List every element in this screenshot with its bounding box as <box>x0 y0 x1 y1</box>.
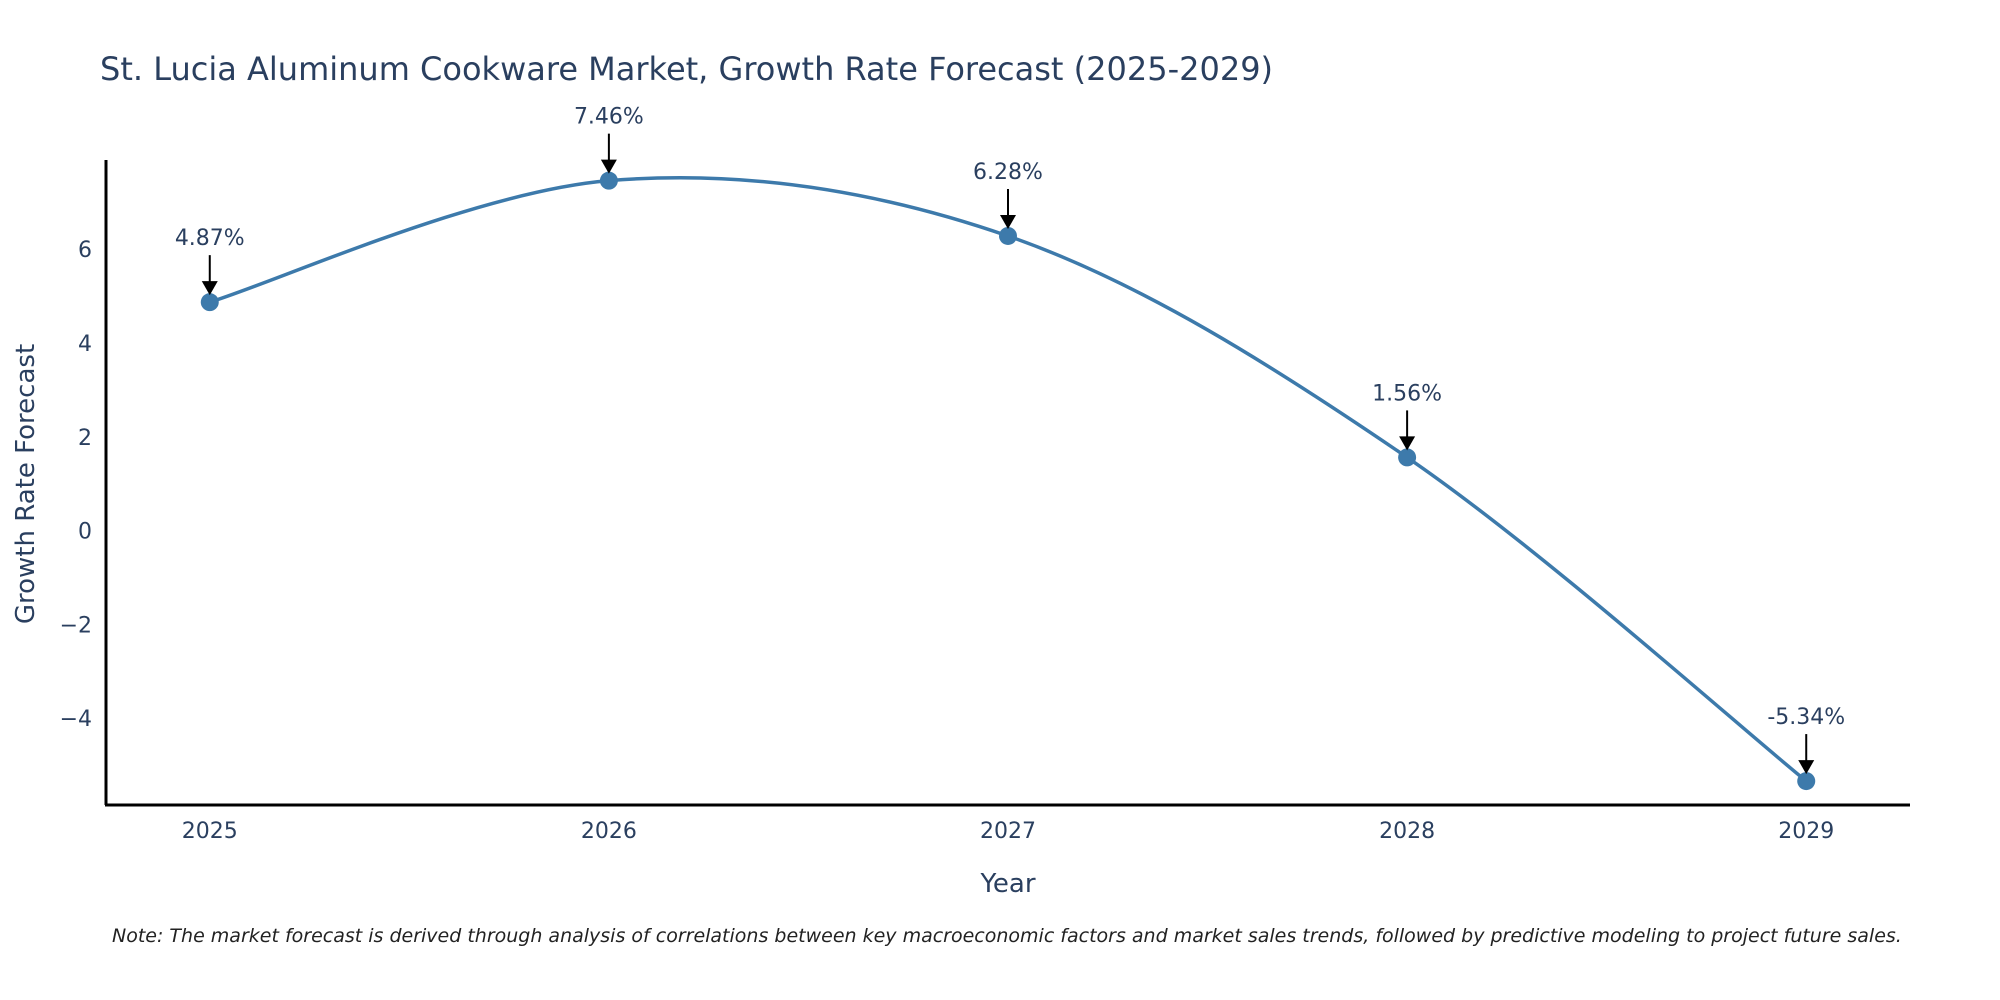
y-tick-label: 6 <box>78 238 92 263</box>
annotation-arrow-head <box>1798 760 1815 775</box>
annotation-arrow-head <box>1000 214 1016 229</box>
data-point <box>200 293 219 312</box>
data-labels: 4.87% 7.46% 6.28% 1.56% -5.34% <box>175 105 1845 775</box>
x-tick-labels: 2025 2026 2027 2028 2029 <box>182 819 1834 844</box>
x-tick-label: 2029 <box>1778 819 1834 844</box>
annotation-arrow-head <box>201 281 218 296</box>
y-tick-label: −2 <box>60 613 92 638</box>
series-markers <box>200 171 1816 791</box>
data-point <box>1398 448 1417 467</box>
annotation-arrow-head <box>600 159 617 174</box>
annotation-arrow-head <box>1399 436 1416 451</box>
series-line <box>209 175 1808 783</box>
data-label: 7.46% <box>574 105 644 130</box>
y-tick-label: 0 <box>78 520 92 545</box>
y-axis-title: Growth Rate Forecast <box>11 344 41 624</box>
y-tick-label: 4 <box>78 332 92 357</box>
data-label: 4.87% <box>175 226 245 251</box>
y-tick-label: 2 <box>78 426 92 451</box>
y-tick-label: −4 <box>60 707 92 732</box>
data-point <box>599 171 618 190</box>
x-tick-label: 2026 <box>581 819 637 844</box>
chart-title: St. Lucia Aluminum Cookware Market, Grow… <box>100 50 1273 88</box>
forecast-note: Note: The market forecast is derived thr… <box>112 925 1902 947</box>
data-label: 1.56% <box>1372 381 1442 406</box>
data-point <box>1797 772 1816 791</box>
x-tick-label: 2028 <box>1379 819 1435 844</box>
x-tick-label: 2027 <box>980 819 1036 844</box>
x-tick-label: 2025 <box>182 819 238 844</box>
y-tick-labels: 6 4 2 0 −2 −4 <box>60 238 92 732</box>
data-label: -5.34% <box>1767 705 1845 730</box>
x-axis-title: Year <box>979 869 1035 899</box>
data-label: 6.28% <box>973 160 1043 185</box>
data-point <box>999 226 1017 245</box>
